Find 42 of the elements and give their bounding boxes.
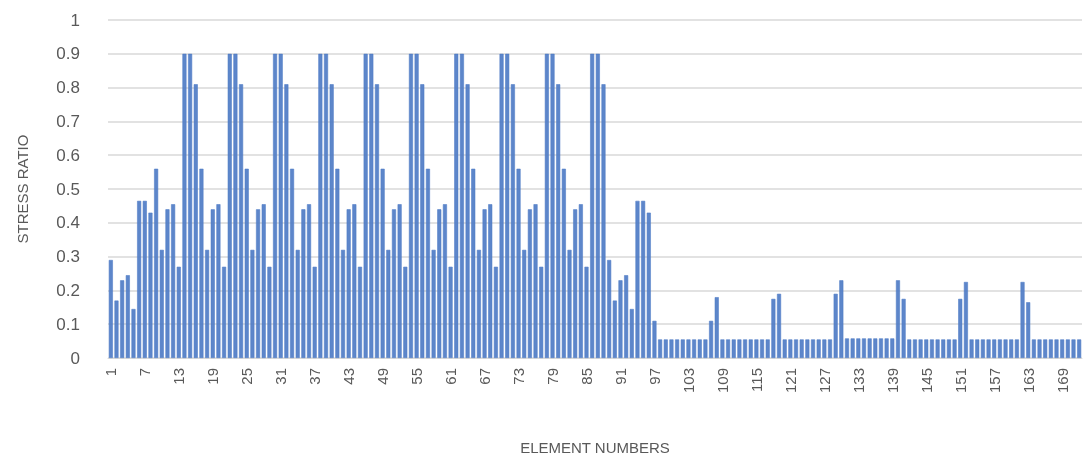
x-tick-label: 13 — [170, 368, 188, 385]
y-tick-label: 0.9 — [56, 44, 80, 64]
x-tick-label: 139 — [883, 368, 901, 394]
x-tick-label: 121 — [781, 368, 799, 394]
y-tick-label: 0 — [70, 348, 80, 368]
x-tick-label: 37 — [306, 368, 324, 385]
x-tick-label: 31 — [272, 368, 290, 385]
y-tick-label: 0.3 — [56, 247, 80, 267]
x-tick-label: 169 — [1053, 368, 1071, 394]
x-tick-label: 115 — [747, 368, 765, 392]
x-axis-title: ELEMENT NUMBERS — [520, 439, 670, 456]
x-tick-label: 67 — [476, 368, 494, 385]
y-axis-title: STRESS RATIO — [14, 134, 31, 244]
x-tick-label: 103 — [679, 368, 697, 394]
y-tick-label: 1 — [70, 10, 80, 30]
y-tick-label: 0.1 — [56, 314, 80, 334]
x-tick-label: 145 — [917, 368, 935, 394]
x-tick-label: 133 — [849, 368, 867, 394]
y-tick-label: 0.6 — [56, 145, 80, 165]
x-tick-label: 43 — [340, 368, 358, 385]
x-tick-label: 19 — [204, 368, 222, 385]
y-tick-label: 0.8 — [56, 78, 80, 98]
x-tick-label: 157 — [985, 368, 1003, 394]
y-tick-label: 0.5 — [56, 179, 80, 199]
x-tick-label: 79 — [544, 368, 562, 385]
x-tick-label: 91 — [611, 368, 629, 385]
x-tick-label: 73 — [510, 368, 528, 385]
x-tick-label: 151 — [951, 368, 969, 394]
y-tick-label: 0.7 — [56, 111, 80, 131]
x-tick-label: 163 — [1019, 368, 1037, 394]
x-tick-label: 25 — [238, 368, 256, 385]
x-tick-label: 97 — [645, 368, 663, 385]
x-tick-label: 109 — [713, 368, 731, 394]
x-tick-label: 85 — [578, 368, 596, 385]
x-tick-label: 55 — [408, 368, 426, 385]
x-tick-label: 7 — [136, 368, 154, 377]
y-tick-label: 0.4 — [56, 213, 80, 233]
y-tick-label: 0.2 — [56, 280, 80, 300]
x-tick-label: 49 — [374, 368, 392, 385]
x-tick-label: 1 — [102, 368, 120, 377]
x-tick-label: 61 — [442, 368, 460, 385]
x-tick-label: 127 — [815, 368, 833, 394]
